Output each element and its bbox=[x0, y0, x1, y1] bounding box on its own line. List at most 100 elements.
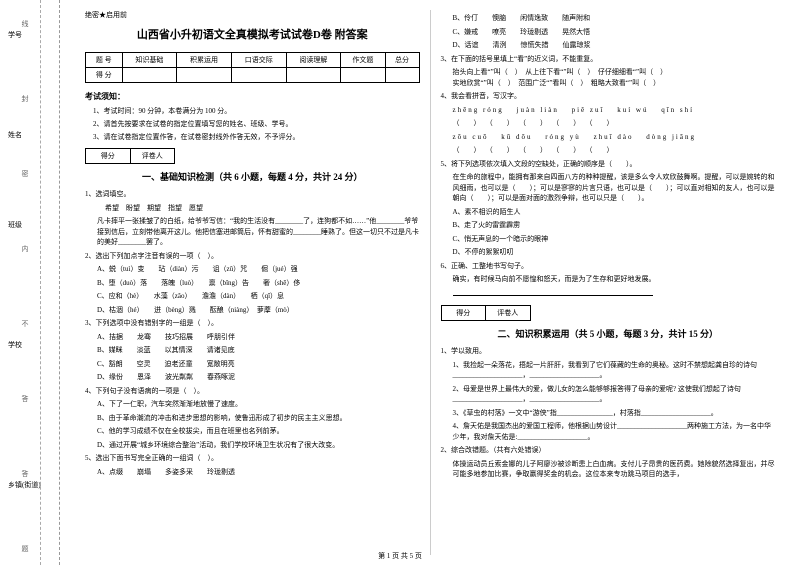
q5-opt-a: A、点缀 崩塌 多姿多采 玲珑剔透 bbox=[85, 467, 420, 478]
q5-opt: D、话谊 清洌 惊慌失措 仙露琼浆 bbox=[441, 40, 776, 51]
cell[interactable] bbox=[122, 68, 177, 83]
bl[interactable]: （ ） bbox=[586, 119, 614, 127]
grader-label: 评卷人 bbox=[131, 149, 175, 163]
py: dòng jiāng bbox=[646, 133, 696, 141]
s2-q2: 2、综合改错题。（共有六处错误） bbox=[441, 445, 776, 456]
notice-title: 考试须知： bbox=[85, 91, 420, 102]
score-entry-box: 得分 评卷人 bbox=[85, 148, 175, 164]
th: 口语交际 bbox=[231, 53, 286, 68]
q8-text: 在生命的旅程中，能拥有那来自四面八方的种种提醒，该是多么令人欢欣鼓舞啊。提醒，可… bbox=[441, 172, 776, 204]
q4-opt: C、他的学习成绩不仅在全校拔尖，而且在班里也名列前茅。 bbox=[85, 426, 420, 437]
py: qīn shí bbox=[661, 106, 694, 114]
score-entry-box-2: 得分 评卷人 bbox=[441, 305, 531, 321]
q3-opt: B、媒眯 淡蓝 以其情深 请诸见底 bbox=[85, 345, 420, 356]
s2-q1-t4: 4、詹天佑是我国杰出的爱国工程师，他根据山势设计________________… bbox=[441, 421, 776, 442]
table-row: 题 号 知识基础 积累运用 口语交际 阅读理解 作文题 总分 bbox=[86, 53, 420, 68]
bl[interactable]: （ ） bbox=[453, 146, 478, 154]
gutter-dashed-line bbox=[40, 0, 41, 565]
question-5: 5、选出下面书写完全正确的一组词（ ）。 bbox=[85, 453, 420, 464]
blank-row[interactable]: （ ） （ ） （ ） （ ） （ ） bbox=[441, 118, 776, 129]
bl[interactable]: （ ） bbox=[486, 119, 511, 127]
py: zōu cuō bbox=[453, 133, 489, 141]
th: 总分 bbox=[385, 53, 419, 68]
section-2-title: 二、知识积累运用（共 5 小题，每题 3 分，共计 15 分） bbox=[441, 327, 776, 340]
section-1-title: 一、基础知识检测（共 6 小题，每题 4 分，共计 24 分） bbox=[85, 170, 420, 183]
q8-opt: C、悄无声息的一个暗示的眼神 bbox=[441, 234, 776, 245]
row-label: 得 分 bbox=[86, 68, 123, 83]
py: juàn liàn bbox=[517, 106, 559, 114]
py: kuí wú bbox=[617, 106, 648, 114]
q4-opt: B、由于革命潮流的冲击和进步思想的影响，使鲁迅形成了初步的民主主义思想。 bbox=[85, 413, 420, 424]
s2-q2-text: 体操运动员丘索金娜的儿子阿廖沙被诊断患上白血病。支付儿子昂贵的医药费。她除貌然选… bbox=[441, 459, 776, 480]
cell[interactable] bbox=[385, 68, 419, 83]
bl[interactable]: （ ） bbox=[552, 146, 577, 154]
pinyin-row: zhēng róng juàn liàn piě zuǐ kuí wú qīn … bbox=[441, 105, 776, 116]
q3-opt: D、缘份 恩泽 波光粼粼 春燕啄泥 bbox=[85, 372, 420, 383]
q3-opt: A、拮据 龙骞 技巧招展 呼朋引伴 bbox=[85, 332, 420, 343]
question-8: 5、将下列选项依次填入文段的空缺处，正确的顺序是（ ）。 bbox=[441, 159, 776, 170]
q3-opt: C、豁朗 空灵 迫老还童 宽敞明亮 bbox=[85, 359, 420, 370]
bl[interactable]: （ ） bbox=[519, 146, 544, 154]
bl[interactable]: （ ） bbox=[486, 146, 511, 154]
bl[interactable]: （ ） bbox=[586, 146, 614, 154]
th: 积累运用 bbox=[177, 53, 232, 68]
th: 知识基础 bbox=[122, 53, 177, 68]
s2-q1: 1、学以致用。 bbox=[441, 346, 776, 357]
q2-opt: A、蜕（tuì）变 玷（diàn）污 诅（zǔ）咒 倔（jué）强 bbox=[85, 264, 420, 275]
question-4: 4、下列句子没有语病的一项是（ ）。 bbox=[85, 386, 420, 397]
py: zhēng róng bbox=[453, 106, 504, 114]
cell[interactable] bbox=[177, 68, 232, 83]
bl[interactable]: （ ） bbox=[552, 119, 577, 127]
pinyin-row-2: zōu cuō kū dōu róng yù zhuī dào dòng jiā… bbox=[441, 132, 776, 143]
question-2: 2、选出下列加点字注音有误的一项（ ）。 bbox=[85, 251, 420, 262]
score-table: 题 号 知识基础 积累运用 口语交际 阅读理解 作文题 总分 得 分 bbox=[85, 52, 420, 83]
left-column: 绝密★启用前 山西省小升初语文全真模拟考试试卷D卷 附答案 题 号 知识基础 积… bbox=[75, 10, 431, 555]
binding-gutter: 学号 姓名 班级 学校 乡镇(街道) 线 封 密 内 不 答 答 题 bbox=[0, 0, 60, 565]
th: 阅读理解 bbox=[286, 53, 341, 68]
s2-q1-t3: 3、《草虫的村落》一文中“游侠”指________________，村落指___… bbox=[441, 408, 776, 419]
confidential-tag: 绝密★启用前 bbox=[85, 10, 420, 20]
q5-opt: C、嫌戒 嘹亮 玲珑剔透 晃然大悟 bbox=[441, 27, 776, 38]
notice-item: 2、请首先按要求在试卷的指定位置填写您的姓名、班级、学号。 bbox=[85, 119, 420, 129]
q2-opt: C、应和（hè） 水藻（zǎo） 澹澹（dàn） 栖（qī）息 bbox=[85, 291, 420, 302]
bl[interactable]: （ ） bbox=[519, 119, 544, 127]
question-3: 3、下列选项中没有错别字的一组是（ ）。 bbox=[85, 318, 420, 329]
q5-opt: B、伶仃 懊脑 闲情逸致 随声附和 bbox=[441, 13, 776, 24]
py: róng yù bbox=[545, 133, 581, 141]
q9-text: 确实，有时候马向前不愿惶和怒天，而是为了生存和更好地发展。 bbox=[441, 274, 776, 285]
q6-text: 抬头向上看“”叫（ ） 从上往下看“”叫（ ） 仔仔细细看“”叫（ ） 实地欣赏… bbox=[441, 67, 776, 88]
seal-line-text: 线 封 密 内 不 答 答 题 bbox=[20, 20, 30, 560]
q8-opt: B、走了火的雷霆霹雳 bbox=[441, 220, 776, 231]
s2-q1-t2: 2、母爱是世界上最伟大的爱，做儿女的怎么能够够报答得了母亲的爱呢? 这使我们想起… bbox=[441, 384, 776, 405]
q8-opt: D、不停的絮絮叨叨 bbox=[441, 247, 776, 258]
q9-blank[interactable] bbox=[441, 288, 776, 300]
notice-item: 3、请在试卷指定位置作答，在试卷密封线外作答无效，不予评分。 bbox=[85, 132, 420, 142]
s2-q1-t1: 1、我捡起一朵落花，捂起一片肝肝，我看到了它们葆藏的生命的奥秘。这时不禁想起龚自… bbox=[441, 360, 776, 381]
grader-label: 评卷人 bbox=[486, 306, 530, 320]
q4-opt: D、通过开展“城乡环境综合整治”活动，我们学校环境卫生状况有了很大改变。 bbox=[85, 440, 420, 451]
score-label: 得分 bbox=[86, 149, 131, 163]
py: kū dōu bbox=[501, 133, 532, 141]
cell[interactable] bbox=[341, 68, 385, 83]
notice-item: 1、考试时间：90 分钟，本卷满分为 100 分。 bbox=[85, 106, 420, 116]
score-label: 得分 bbox=[442, 306, 487, 320]
cell[interactable] bbox=[231, 68, 286, 83]
q1-text: 凡卡摔平一张揉皱了的白纸，给爷爷写信：“我的生活没有________了，连狗都不… bbox=[85, 216, 420, 248]
question-6: 3、在下面的括号里填上“看”的近义词，不能重复。 bbox=[441, 54, 776, 65]
bl[interactable]: （ ） bbox=[453, 119, 478, 127]
q2-opt: D、枯涸（hé） 迸（bèng）溅 酝酿（niàng） 萝藦（mò） bbox=[85, 305, 420, 316]
cell[interactable] bbox=[286, 68, 341, 83]
exam-title: 山西省小升初语文全真模拟考试试卷D卷 附答案 bbox=[85, 26, 420, 42]
page-footer: 第 1 页 共 5 页 bbox=[378, 551, 422, 561]
table-row: 得 分 bbox=[86, 68, 420, 83]
question-7: 4、我会看拼音，写汉字。 bbox=[441, 91, 776, 102]
th: 作文题 bbox=[341, 53, 385, 68]
q8-opt: A、素不相识的陌生人 bbox=[441, 207, 776, 218]
th: 题 号 bbox=[86, 53, 123, 68]
question-9: 6、正确、工整地书写句子。 bbox=[441, 261, 776, 272]
py: zhuī dào bbox=[594, 133, 634, 141]
question-1: 1、选词填空。 bbox=[85, 189, 420, 200]
blank-row-2[interactable]: （ ） （ ） （ ） （ ） （ ） bbox=[441, 145, 776, 156]
right-column: B、伶仃 懊脑 闲情逸致 随声附和 C、嫌戒 嘹亮 玲珑剔透 晃然大悟 D、话谊… bbox=[431, 10, 786, 555]
exam-content: 绝密★启用前 山西省小升初语文全真模拟考试试卷D卷 附答案 题 号 知识基础 积… bbox=[60, 0, 800, 565]
